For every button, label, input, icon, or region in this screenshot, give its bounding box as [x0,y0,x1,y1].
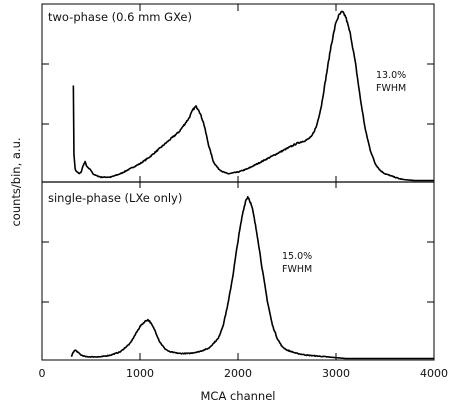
bottom-panel-frame [41,181,435,361]
x-tick-label: 4000 [420,367,448,380]
bottom-panel-title: single-phase (LXe only) [48,191,182,205]
x-axis-ticks [139,4,337,360]
top-panel-title: two-phase (0.6 mm GXe) [48,10,192,24]
x-tick-label: 3000 [322,367,350,380]
bottom-y-ticks [42,241,434,303]
x-tick-label: 0 [39,367,46,380]
x-tick-label: 2000 [224,367,252,380]
bottom-fwhm-value: 15.0% [282,251,312,262]
bottom-fwhm-label: FWHM [282,264,312,275]
x-axis-tick-labels: 0 1000 2000 3000 4000 [39,367,449,380]
top-fwhm-value: 13.0% [376,70,406,81]
x-axis-title: MCA channel [201,389,276,403]
bottom-spectrum-line [70,195,434,360]
y-axis-title: counts/bin, a.u. [9,137,23,226]
top-fwhm-label: FWHM [376,83,406,94]
x-tick-label: 1000 [126,367,154,380]
top-y-ticks [42,63,434,125]
top-spectrum-line [72,10,435,182]
